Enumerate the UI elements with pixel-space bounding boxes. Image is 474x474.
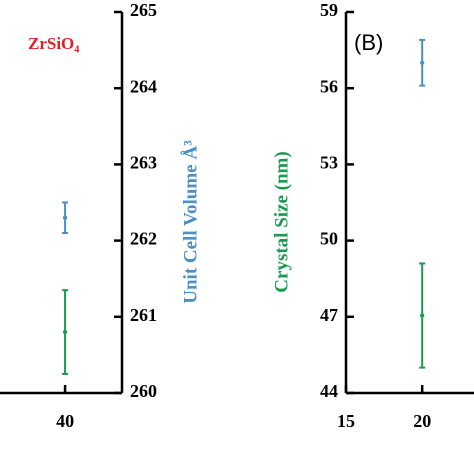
x-tick-label: 40 (56, 411, 74, 431)
point (63, 216, 68, 220)
panel-label: (B) (354, 30, 383, 55)
annotation: ZrSiO₄ (28, 34, 79, 53)
point (420, 314, 425, 318)
y-tick-label: 265 (130, 0, 157, 20)
y-tick-label: 262 (130, 229, 157, 249)
y-axis-label: Unit Cell Volume Å³ (180, 140, 201, 304)
y-tick-label: 263 (130, 153, 157, 173)
y-tick-label: 53 (320, 153, 338, 173)
x-tick-label: 15 (337, 411, 355, 431)
y-tick-label: 56 (320, 76, 338, 96)
y-tick-label: 44 (320, 381, 338, 401)
y-tick-label: 59 (320, 0, 338, 20)
y-tick-label: 50 (320, 229, 338, 249)
y-tick-label: 47 (320, 305, 338, 325)
point (63, 330, 68, 334)
y-axis-label: Crystal Size (nm) (271, 151, 292, 292)
x-tick-label: 20 (413, 411, 431, 431)
y-tick-label: 264 (130, 76, 157, 96)
y-tick-label: 261 (130, 305, 157, 325)
point (420, 61, 425, 65)
y-tick-label: 260 (130, 381, 157, 401)
